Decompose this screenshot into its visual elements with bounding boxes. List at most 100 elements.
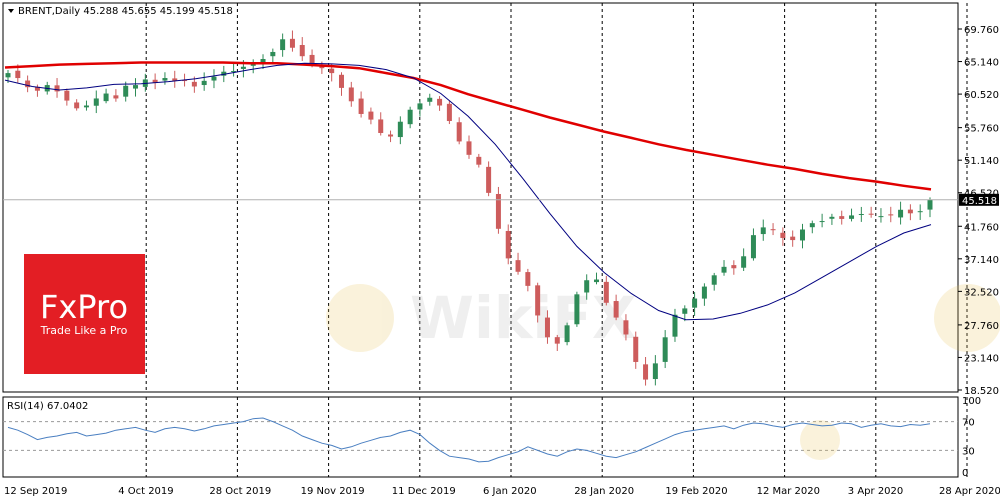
- candle-body: [74, 102, 80, 109]
- candle-body: [25, 80, 31, 88]
- candle-body: [682, 308, 688, 314]
- candle-body: [809, 223, 815, 228]
- candle-body: [456, 122, 462, 142]
- vertical-gridlines: [145, 3, 968, 477]
- candle-body: [868, 213, 874, 215]
- candle-body: [162, 78, 168, 81]
- candle-body: [103, 93, 109, 102]
- candle-body: [358, 98, 364, 114]
- price-tick-label: 32.520: [964, 287, 999, 298]
- rsi-header: RSI(14) 67.0402: [7, 401, 88, 412]
- candle-body: [878, 216, 884, 218]
- candle-body: [348, 87, 354, 102]
- dropdown-triangle-icon[interactable]: [8, 9, 14, 13]
- candle-body: [760, 227, 766, 235]
- svg-text:BRENT,Daily 45.288 45.655 45.1: BRENT,Daily 45.288 45.655 45.199 45.518: [18, 6, 233, 17]
- candle-body: [849, 215, 855, 219]
- candle-body: [280, 39, 286, 51]
- candle-body: [427, 97, 433, 102]
- logo-background: [24, 254, 145, 374]
- candle-body: [917, 211, 923, 213]
- timeframe-label: Daily: [55, 6, 80, 17]
- time-tick-label: 19 Nov 2019: [301, 486, 365, 497]
- candle-body: [123, 85, 129, 97]
- rsi-tick-label: 100: [962, 396, 981, 407]
- ohlc-values: 45.288 45.655 45.199 45.518: [83, 6, 233, 17]
- candle-body: [662, 337, 668, 362]
- candle-body: [741, 256, 747, 268]
- time-tick-label: 3 Apr 2020: [848, 486, 903, 497]
- watermark-logo-icon: [800, 420, 840, 460]
- candle-body: [780, 232, 786, 238]
- candle-body: [437, 98, 443, 106]
- last-price-box: [959, 193, 999, 206]
- candle-body: [299, 45, 305, 57]
- rsi-axis: 100 70 30 0: [962, 396, 981, 479]
- candle-body: [564, 325, 570, 343]
- candle-body: [898, 209, 904, 218]
- candle-body: [623, 320, 629, 335]
- candle-body: [152, 79, 158, 83]
- rsi-tick-label: 30: [962, 446, 975, 457]
- candle-body: [594, 279, 600, 283]
- candle-body: [495, 193, 501, 229]
- price-tick-label: 69.760: [964, 25, 999, 36]
- time-tick-label: 6 Jan 2020: [483, 486, 537, 497]
- candle-body: [486, 166, 492, 193]
- price-tick-label: 18.520: [964, 386, 999, 397]
- candle-body: [446, 103, 452, 122]
- candle-body: [584, 280, 590, 293]
- candle-body: [770, 229, 776, 231]
- candle-body: [711, 275, 717, 285]
- candle-body: [231, 70, 237, 72]
- candle-body: [574, 294, 580, 325]
- candle-body: [240, 66, 246, 69]
- candle-body: [829, 216, 835, 219]
- ma-fast-line: [4, 62, 932, 321]
- candle-body: [858, 214, 864, 216]
- price-tick-label: 41.760: [964, 222, 999, 233]
- rsi-tick-label: 70: [962, 418, 975, 429]
- candle-body: [692, 298, 698, 308]
- time-tick-label: 28 Apr 2020: [939, 486, 1000, 497]
- candle-body: [113, 95, 119, 99]
- candle-body: [54, 85, 60, 92]
- ma-slow-line: [4, 61, 932, 191]
- time-tick-label: 4 Oct 2019: [118, 486, 173, 497]
- candle-body: [613, 301, 619, 318]
- candle-body: [64, 90, 70, 101]
- watermark-logo-icon: [934, 284, 1000, 352]
- symbol-label: BRENT: [18, 6, 53, 17]
- candle-body: [799, 229, 805, 241]
- candle-body: [221, 71, 227, 76]
- candle-body: [819, 221, 825, 223]
- candle-body: [289, 38, 295, 48]
- candle-body: [603, 281, 609, 303]
- time-axis: 12 Sep 2019 4 Oct 2019 28 Oct 2019 19 Nov 2…: [4, 486, 1000, 497]
- candle-body: [652, 363, 658, 380]
- candle-body: [701, 286, 707, 299]
- candle-body: [407, 109, 413, 125]
- candle-body: [368, 111, 374, 120]
- time-tick-label: 19 Feb 2020: [665, 486, 727, 497]
- price-tick-label: 51.140: [964, 156, 999, 167]
- candle-body: [211, 76, 217, 81]
- price-tick-label: 65.140: [964, 58, 999, 69]
- candle-body: [250, 63, 256, 66]
- candle-body: [515, 260, 521, 272]
- candle-body: [83, 105, 89, 108]
- rsi-tick-label: 0: [962, 468, 968, 479]
- candle-body: [927, 199, 933, 210]
- candle-body: [839, 216, 845, 219]
- price-tick-label: 55.760: [964, 124, 999, 135]
- time-tick-label: 12 Mar 2020: [757, 486, 820, 497]
- chart-header: BRENT,Daily 45.288 45.655 45.199 45.518 …: [7, 6, 233, 412]
- candle-body: [525, 272, 531, 286]
- candle-body: [260, 59, 266, 64]
- candle-body: [388, 134, 394, 137]
- price-panel: [2, 2, 959, 393]
- candle-body: [417, 103, 423, 110]
- candle-body: [466, 141, 472, 155]
- candle-body: [750, 235, 756, 259]
